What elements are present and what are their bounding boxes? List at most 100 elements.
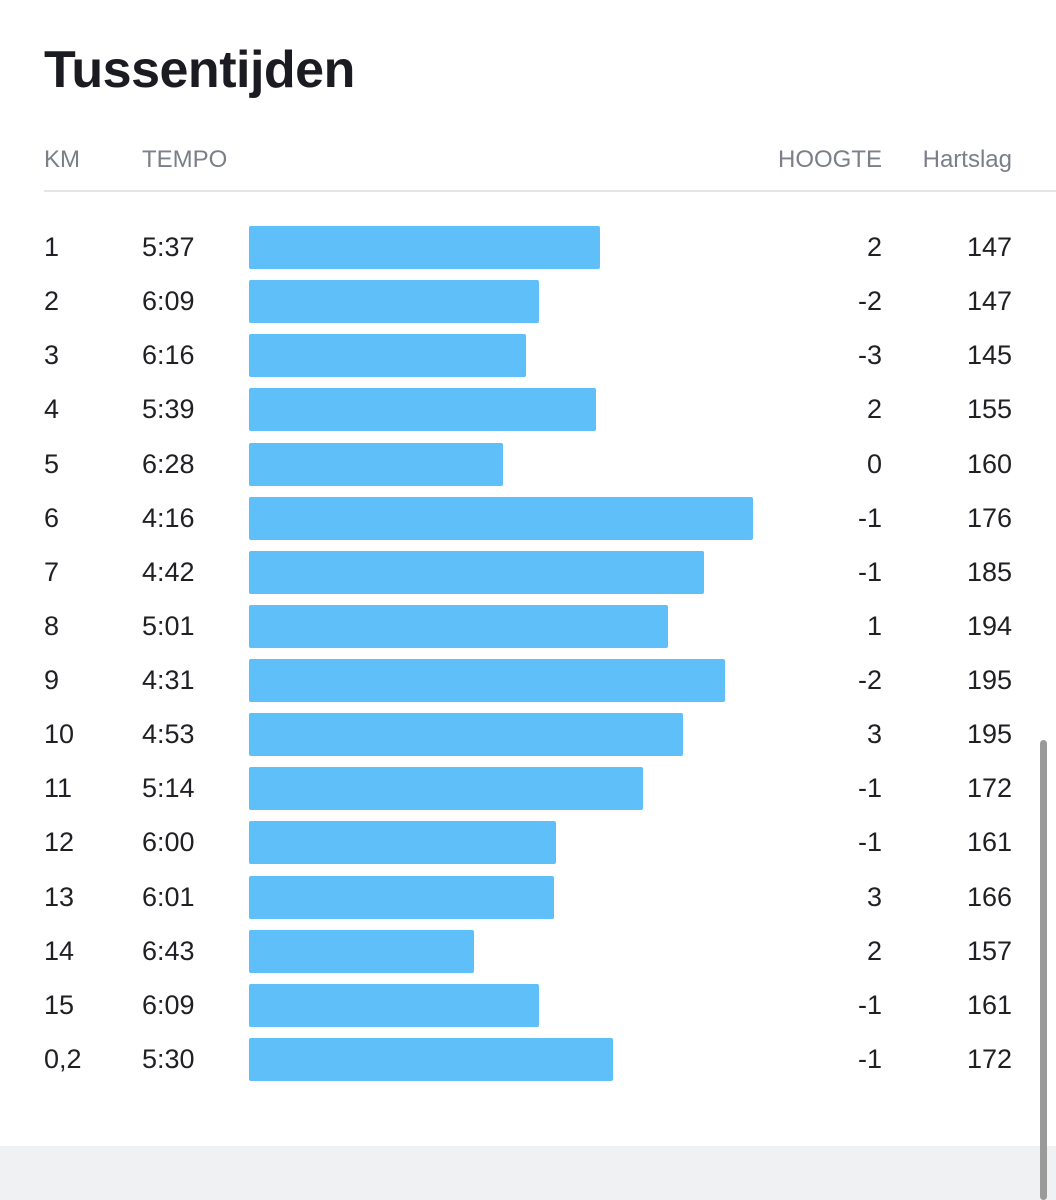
column-header-km: KM: [44, 146, 80, 173]
km-cell: 4: [44, 394, 60, 425]
hoogte-cell: 3: [866, 719, 882, 750]
table-row: 10 4:53 3 195: [0, 707, 1056, 761]
tempo-cell: 5:01: [142, 610, 195, 641]
hoogte-cell: -1: [857, 1043, 882, 1074]
km-cell: 14: [44, 935, 75, 966]
tempo-bar: [249, 659, 725, 702]
hoogte-cell: -2: [857, 286, 882, 317]
tempo-bar: [249, 496, 753, 540]
table-row: 14 6:43 2 157: [0, 924, 1056, 978]
km-cell: 12: [44, 827, 75, 858]
tempo-bar: [249, 1037, 613, 1081]
hartslag-cell: 176: [966, 502, 1012, 533]
hoogte-cell: -3: [857, 340, 882, 371]
tempo-bar: [249, 929, 475, 973]
scrollbar[interactable]: [1040, 740, 1047, 1200]
tempo-cell: 6:01: [142, 881, 195, 912]
tempo-bar: [249, 875, 555, 919]
hoogte-cell: 0: [866, 448, 882, 479]
hartslag-cell: 147: [966, 286, 1012, 317]
km-cell: 3: [44, 340, 60, 371]
hartslag-cell: 194: [966, 610, 1012, 641]
tempo-cell: 5:37: [142, 232, 195, 262]
table-row: 0,2 5:30 -1 172: [0, 1032, 1056, 1086]
table-row: 7 4:42 -1 185: [0, 545, 1056, 599]
column-header-hartslag: Hartslag: [922, 146, 1012, 173]
table-row: 2 6:09 -2 147: [0, 274, 1056, 328]
tempo-cell: 6:09: [142, 286, 195, 317]
tempo-cell: 4:16: [142, 502, 195, 533]
table-row: 15 6:09 -1 161: [0, 978, 1056, 1032]
column-header-hoogte: HOOGTE: [777, 146, 882, 173]
table-row: 1 5:37 2 147: [0, 220, 1056, 274]
km-cell: 11: [44, 773, 73, 804]
km-cell: 10: [44, 719, 75, 750]
table-row: 13 6:01 3 166: [0, 870, 1056, 924]
tempo-cell: 5:30: [142, 1043, 195, 1074]
page-title: Tussentijden: [44, 41, 355, 99]
hoogte-cell: -2: [857, 665, 882, 695]
tempo-bar: [249, 388, 596, 432]
hoogte-cell: -1: [857, 502, 882, 533]
tempo-cell: 6:00: [142, 827, 195, 858]
tempo-bar: [249, 821, 556, 865]
table-row: 11 5:14 -1 172: [0, 761, 1056, 815]
tempo-bar: [249, 280, 539, 324]
km-cell: 2: [44, 286, 60, 317]
hartslag-cell: 157: [966, 935, 1012, 966]
splits-table: 1 5:37 2 147 2 6:09 -2 147 3 6:16 -3 145 4 5:39 2 155 5 6…: [0, 220, 1056, 1086]
hartslag-cell: 161: [966, 827, 1012, 858]
hartslag-cell: 147: [966, 232, 1012, 262]
tempo-bar: [249, 604, 668, 648]
hoogte-cell: 2: [866, 935, 882, 966]
tempo-cell: 6:09: [142, 989, 195, 1020]
table-row: 5 6:28 0 160: [0, 437, 1056, 491]
tempo-cell: 6:16: [142, 340, 195, 371]
km-cell: 15: [44, 989, 75, 1020]
hartslag-cell: 166: [966, 881, 1012, 912]
km-cell: 13: [44, 881, 75, 912]
table-row: 8 5:01 1 194: [0, 599, 1056, 653]
hartslag-cell: 195: [966, 719, 1012, 750]
hoogte-cell: -1: [857, 827, 882, 858]
tempo-bar: [249, 550, 704, 594]
table-row: 6 4:16 -1 176: [0, 491, 1056, 545]
footer-area: [0, 1146, 1056, 1200]
tempo-bar: [249, 767, 644, 811]
header-divider: [44, 190, 1056, 192]
column-header-tempo: TEMPO: [142, 146, 228, 173]
km-cell: 8: [44, 610, 60, 641]
hoogte-cell: -1: [857, 989, 882, 1020]
hartslag-cell: 195: [966, 665, 1012, 695]
table-row: 3 6:16 -3 145: [0, 328, 1056, 382]
km-cell: 7: [44, 556, 60, 587]
tempo-bar: [249, 442, 503, 486]
tempo-cell: 4:42: [142, 556, 195, 587]
tempo-cell: 4:31: [142, 665, 195, 695]
hartslag-cell: 172: [966, 773, 1012, 804]
hartslag-cell: 172: [966, 1043, 1012, 1074]
table-row: 4 5:39 2 155: [0, 382, 1056, 436]
km-cell: 1: [44, 232, 60, 262]
hartslag-cell: 160: [966, 448, 1012, 479]
table-row: 12 6:00 -1 161: [0, 815, 1056, 869]
hoogte-cell: 2: [866, 394, 882, 425]
hoogte-cell: 3: [866, 881, 882, 912]
hartslag-cell: 155: [966, 394, 1012, 425]
tempo-bar: [249, 334, 526, 378]
km-cell: 9: [44, 665, 60, 695]
km-cell: 5: [44, 448, 60, 479]
km-cell: 6: [44, 502, 60, 533]
hartslag-cell: 145: [966, 340, 1012, 371]
km-cell: 0,2: [44, 1043, 82, 1074]
hoogte-cell: -1: [857, 556, 882, 587]
table-row: 9 4:31 -2 195: [0, 653, 1056, 707]
tempo-cell: 5:39: [142, 394, 195, 425]
tempo-cell: 4:53: [142, 719, 195, 750]
hartslag-cell: 185: [966, 556, 1012, 587]
hoogte-cell: -1: [857, 773, 882, 804]
tempo-cell: 5:14: [142, 773, 195, 804]
tempo-cell: 6:28: [142, 448, 195, 479]
hoogte-cell: 2: [866, 232, 882, 262]
hoogte-cell: 1: [866, 610, 882, 641]
